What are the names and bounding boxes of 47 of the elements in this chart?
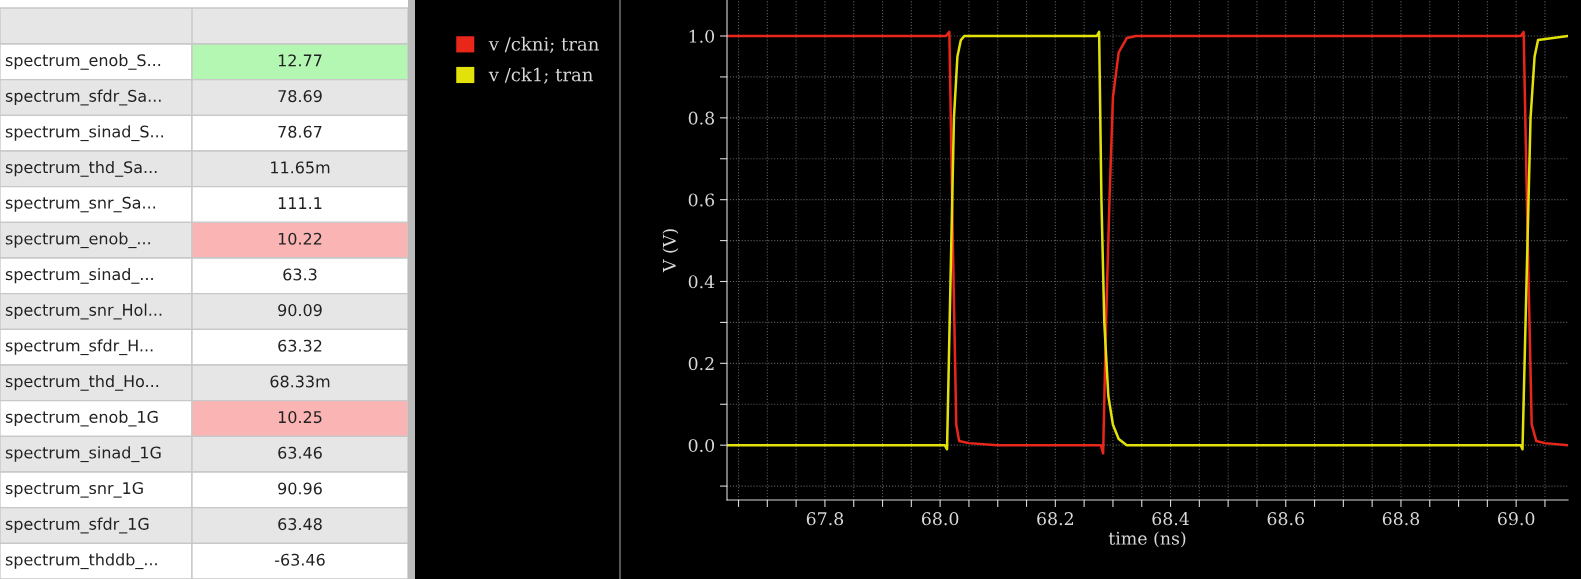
text: spectrum_sinad_1G <box>5 446 161 463</box>
x-tick-label: 68.8 <box>1382 512 1420 526</box>
y-tick-label: 0.0 <box>688 438 715 453</box>
x-tick-label: 67.8 <box>806 512 844 526</box>
text: 78.69 <box>278 90 322 103</box>
text: 12.77 <box>278 54 322 67</box>
y-tick-label: 0.4 <box>688 275 715 289</box>
text: spectrum_enob_1G <box>5 410 158 427</box>
x-tick-label: 68.6 <box>1267 512 1304 526</box>
text: 10.25 <box>278 411 322 424</box>
text: 90.96 <box>278 482 322 495</box>
text: 111.1 <box>278 197 322 209</box>
text: 63.46 <box>278 446 322 459</box>
text: spectrum_snr_Sa... <box>5 196 155 213</box>
y-tick-label: 0.2 <box>688 357 714 371</box>
text: spectrum_snr_1G <box>5 482 143 498</box>
legend-label: v /ck1; tran <box>488 67 593 84</box>
y-tick-label: 0.8 <box>688 111 715 125</box>
x-tick-label: 68.0 <box>921 512 959 526</box>
legend-label: v /ckni; tran <box>488 36 599 53</box>
text: spectrum_enob_... <box>5 232 150 249</box>
text: spectrum_sfdr_1G <box>5 517 149 534</box>
y-axis-title: V (V) <box>662 229 679 273</box>
text: spectrum_enob_S... <box>5 53 161 70</box>
x-tick-label: 68.4 <box>1152 512 1189 526</box>
x-tick-label: 69.0 <box>1497 512 1535 526</box>
text: spectrum_sfdr_Sa... <box>5 89 161 106</box>
x-axis-title: time (ns) <box>1108 531 1186 548</box>
text: spectrum_sinad_S... <box>5 125 164 142</box>
text: 90.09 <box>278 304 322 317</box>
text: 63.48 <box>278 518 322 531</box>
text: spectrum_thd_Ho... <box>5 374 159 391</box>
text: spectrum_snr_Hol... <box>5 303 162 320</box>
text: spectrum_thddb_... <box>5 553 157 570</box>
text: 78.67 <box>278 125 322 138</box>
y-tick-label: 1.0 <box>689 29 715 43</box>
y-tick-label: 0.6 <box>688 193 715 207</box>
text: spectrum_thd_Sa... <box>5 160 157 177</box>
text: 68.33m <box>270 375 330 388</box>
text: 10.22 <box>278 232 322 245</box>
x-tick-label: 68.2 <box>1037 512 1073 526</box>
text: 63.3 <box>283 268 317 281</box>
text: spectrum_sinad_... <box>5 267 153 284</box>
text: -63.46 <box>275 553 325 566</box>
text: 63.32 <box>278 339 322 352</box>
text: 11.65m <box>271 161 330 174</box>
text: spectrum_sfdr_H... <box>5 339 153 356</box>
